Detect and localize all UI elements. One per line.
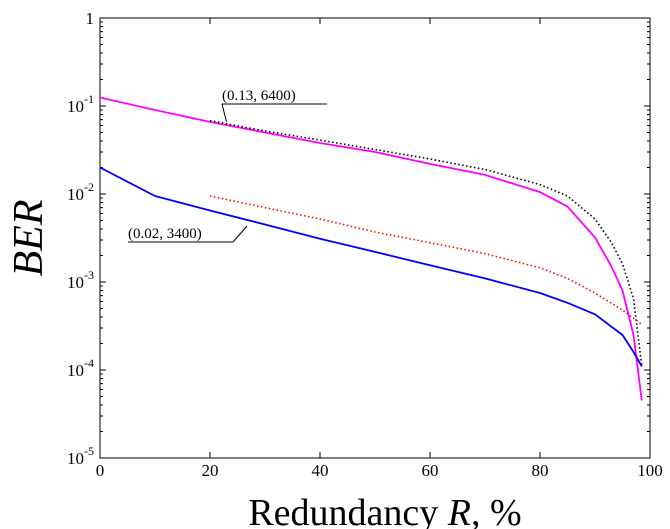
x-axis-label-var: R	[447, 492, 471, 529]
x-tick-label: 80	[532, 461, 549, 480]
annotation-leader-0	[221, 103, 227, 123]
series-line-3	[209, 195, 643, 326]
y-tick-label: 10-5	[67, 444, 94, 468]
x-tick-label: 20	[202, 461, 219, 480]
x-tick-label: 60	[422, 461, 439, 480]
series-line-2	[99, 166, 643, 367]
annotation-leader-1	[232, 225, 248, 243]
annotation-label-0: (0.13, 6400)	[222, 88, 296, 104]
y-tick-exponent: -1	[84, 92, 94, 106]
y-tick-base: 10	[67, 361, 84, 380]
y-tick-base: 10	[67, 185, 84, 204]
series-line-0	[99, 96, 643, 401]
y-axis-label: BER	[6, 200, 52, 277]
y-tick-exponent: -2	[84, 180, 94, 194]
x-tick-label: 0	[96, 461, 105, 480]
y-tick-label: 10-4	[67, 356, 94, 380]
y-tick-exponent: -3	[84, 268, 94, 282]
annotations-group: (0.13, 6400) (0.02, 3400)	[128, 88, 327, 243]
x-tick-label: 100	[637, 461, 663, 480]
plot-frame	[99, 17, 651, 459]
series-line-1	[209, 119, 643, 367]
y-tick-base: 10	[67, 97, 84, 116]
series-group	[99, 96, 643, 401]
y-tick-label: 10-1	[67, 92, 94, 116]
y-tick-label: 10-2	[67, 180, 94, 204]
y-tick-exponent: -5	[84, 444, 94, 458]
y-tick-exponent: -4	[84, 356, 94, 370]
y-tick-base: 10	[67, 273, 84, 292]
x-tick-label: 40	[312, 461, 329, 480]
y-tick-base: 10	[67, 449, 84, 468]
y-tick-base: 1	[86, 9, 95, 28]
annotation-label-1: (0.02, 3400)	[128, 226, 202, 242]
y-tick-label: 10-3	[67, 268, 94, 292]
y-tick-label: 1	[86, 9, 95, 28]
x-axis-label: Redundancy R, %	[248, 492, 521, 529]
